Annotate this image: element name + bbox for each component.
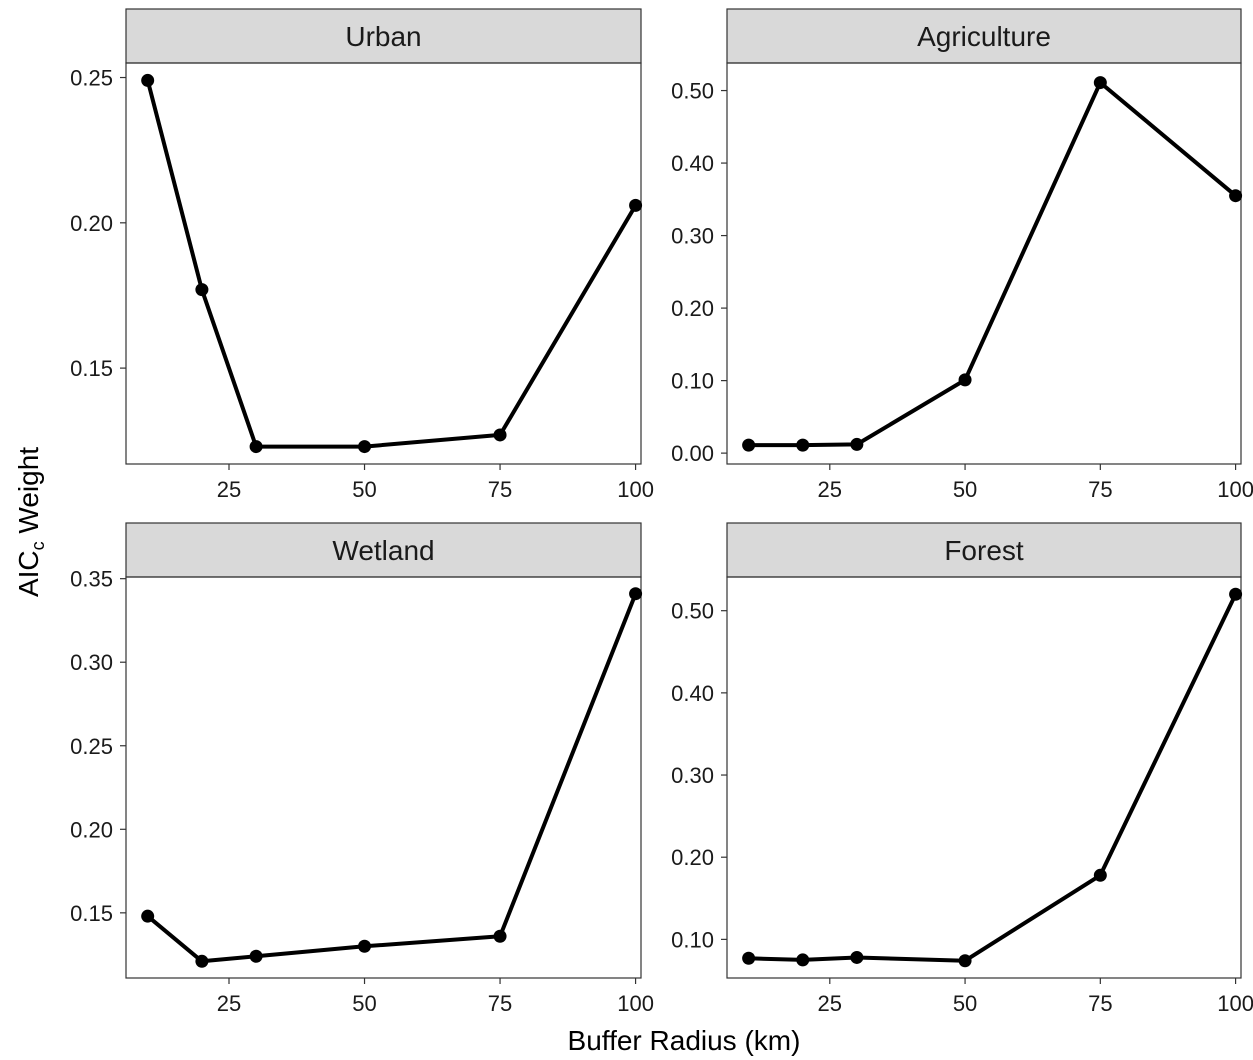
strip-title-forest: Forest bbox=[944, 535, 1024, 566]
panel-agriculture: Agriculture 25 50 75 100 0.00 0.10 0.20 0.30 0.40… bbox=[671, 8, 1253, 502]
series-line-agriculture bbox=[746, 80, 1238, 448]
data-point bbox=[141, 73, 155, 87]
panel-forest: Forest 25 50 75 100 0.10 0.20 0.30 0.40 0.50 bbox=[671, 522, 1253, 1016]
y-axis-title-suffix: Weight bbox=[13, 447, 44, 542]
data-point bbox=[1229, 587, 1243, 601]
strip-urban bbox=[125, 8, 642, 64]
panel-border-forest bbox=[726, 576, 1242, 979]
y-tick-label: 0.20 bbox=[671, 845, 714, 870]
y-tick-label: 0.40 bbox=[671, 151, 714, 176]
x-tick-label: 100 bbox=[1217, 477, 1253, 502]
y-tick-label: 0.30 bbox=[70, 650, 113, 675]
y-tick-label: 0.10 bbox=[671, 369, 714, 394]
data-point bbox=[629, 198, 643, 212]
data-point bbox=[358, 440, 372, 454]
series-line-forest bbox=[746, 592, 1238, 963]
data-point bbox=[958, 373, 972, 387]
data-point bbox=[249, 440, 263, 454]
data-point bbox=[629, 587, 643, 601]
y-tick-label: 0.50 bbox=[671, 79, 714, 104]
y-tick-label: 0.40 bbox=[671, 681, 714, 706]
x-axis-title: Buffer Radius (km) bbox=[568, 1025, 801, 1056]
strip-title-urban: Urban bbox=[345, 21, 421, 52]
y-tick-label: 0.15 bbox=[70, 901, 113, 926]
y-tick-label: 0.20 bbox=[70, 211, 113, 236]
x-tick-label: 75 bbox=[488, 991, 512, 1016]
data-point bbox=[493, 428, 507, 442]
data-point bbox=[1093, 868, 1107, 882]
x-tick-label: 25 bbox=[818, 991, 842, 1016]
x-tick-label: 100 bbox=[1217, 991, 1253, 1016]
data-point bbox=[742, 438, 756, 452]
data-point bbox=[141, 909, 155, 923]
data-point bbox=[850, 950, 864, 964]
data-point bbox=[1229, 189, 1243, 203]
strip-title-agriculture: Agriculture bbox=[917, 21, 1051, 52]
panel-border-urban bbox=[125, 62, 642, 465]
x-tick-label: 50 bbox=[953, 991, 977, 1016]
strip-wetland bbox=[125, 522, 642, 578]
x-tick-label: 25 bbox=[217, 477, 241, 502]
x-tick-label: 50 bbox=[953, 477, 977, 502]
strip-agriculture bbox=[726, 8, 1242, 64]
x-tick-label: 100 bbox=[617, 477, 654, 502]
panel-wetland: Wetland 25 50 75 100 0.15 0.20 0.25 0.30 0.35 bbox=[70, 522, 654, 1016]
y-tick-label: 0.00 bbox=[671, 441, 714, 466]
y-tick-label: 0.20 bbox=[70, 817, 113, 842]
x-tick-label: 50 bbox=[352, 991, 376, 1016]
panel-border-agriculture bbox=[726, 62, 1242, 465]
x-tick-label: 25 bbox=[818, 477, 842, 502]
y-axis-title-subscript: c bbox=[28, 541, 48, 550]
data-point bbox=[850, 437, 864, 451]
x-tick-label: 25 bbox=[217, 991, 241, 1016]
data-point bbox=[195, 283, 209, 297]
data-point bbox=[358, 939, 372, 953]
data-point bbox=[493, 929, 507, 943]
y-tick-label: 0.50 bbox=[671, 599, 714, 624]
x-tick-label: 75 bbox=[1088, 477, 1112, 502]
data-point bbox=[796, 438, 810, 452]
y-tick-label: 0.25 bbox=[70, 66, 113, 91]
y-tick-label: 0.25 bbox=[70, 734, 113, 759]
x-tick-label: 75 bbox=[1088, 991, 1112, 1016]
y-tick-label: 0.20 bbox=[671, 296, 714, 321]
panel-urban: Urban 25 50 75 100 0.15 0.20 0.25 bbox=[70, 8, 654, 502]
series-line-wetland bbox=[145, 591, 638, 964]
data-point bbox=[1093, 76, 1107, 90]
y-tick-label: 0.30 bbox=[671, 224, 714, 249]
y-tick-label: 0.15 bbox=[70, 356, 113, 381]
x-tick-label: 75 bbox=[488, 477, 512, 502]
y-tick-label: 0.10 bbox=[671, 927, 714, 952]
data-point bbox=[742, 951, 756, 965]
y-tick-label: 0.30 bbox=[671, 763, 714, 788]
y-axis-title: AICc Weight bbox=[13, 447, 48, 597]
x-tick-label: 50 bbox=[352, 477, 376, 502]
x-tick-label: 100 bbox=[617, 991, 654, 1016]
y-axis-title-main: AIC bbox=[13, 550, 44, 597]
data-point bbox=[249, 949, 263, 963]
data-point bbox=[195, 954, 209, 968]
y-tick-label: 0.35 bbox=[70, 567, 113, 592]
panel-border-wetland bbox=[125, 576, 642, 979]
strip-forest bbox=[726, 522, 1242, 578]
data-point bbox=[958, 954, 972, 968]
data-point bbox=[796, 953, 810, 967]
series-line-urban bbox=[145, 78, 638, 449]
strip-title-wetland: Wetland bbox=[332, 535, 434, 566]
